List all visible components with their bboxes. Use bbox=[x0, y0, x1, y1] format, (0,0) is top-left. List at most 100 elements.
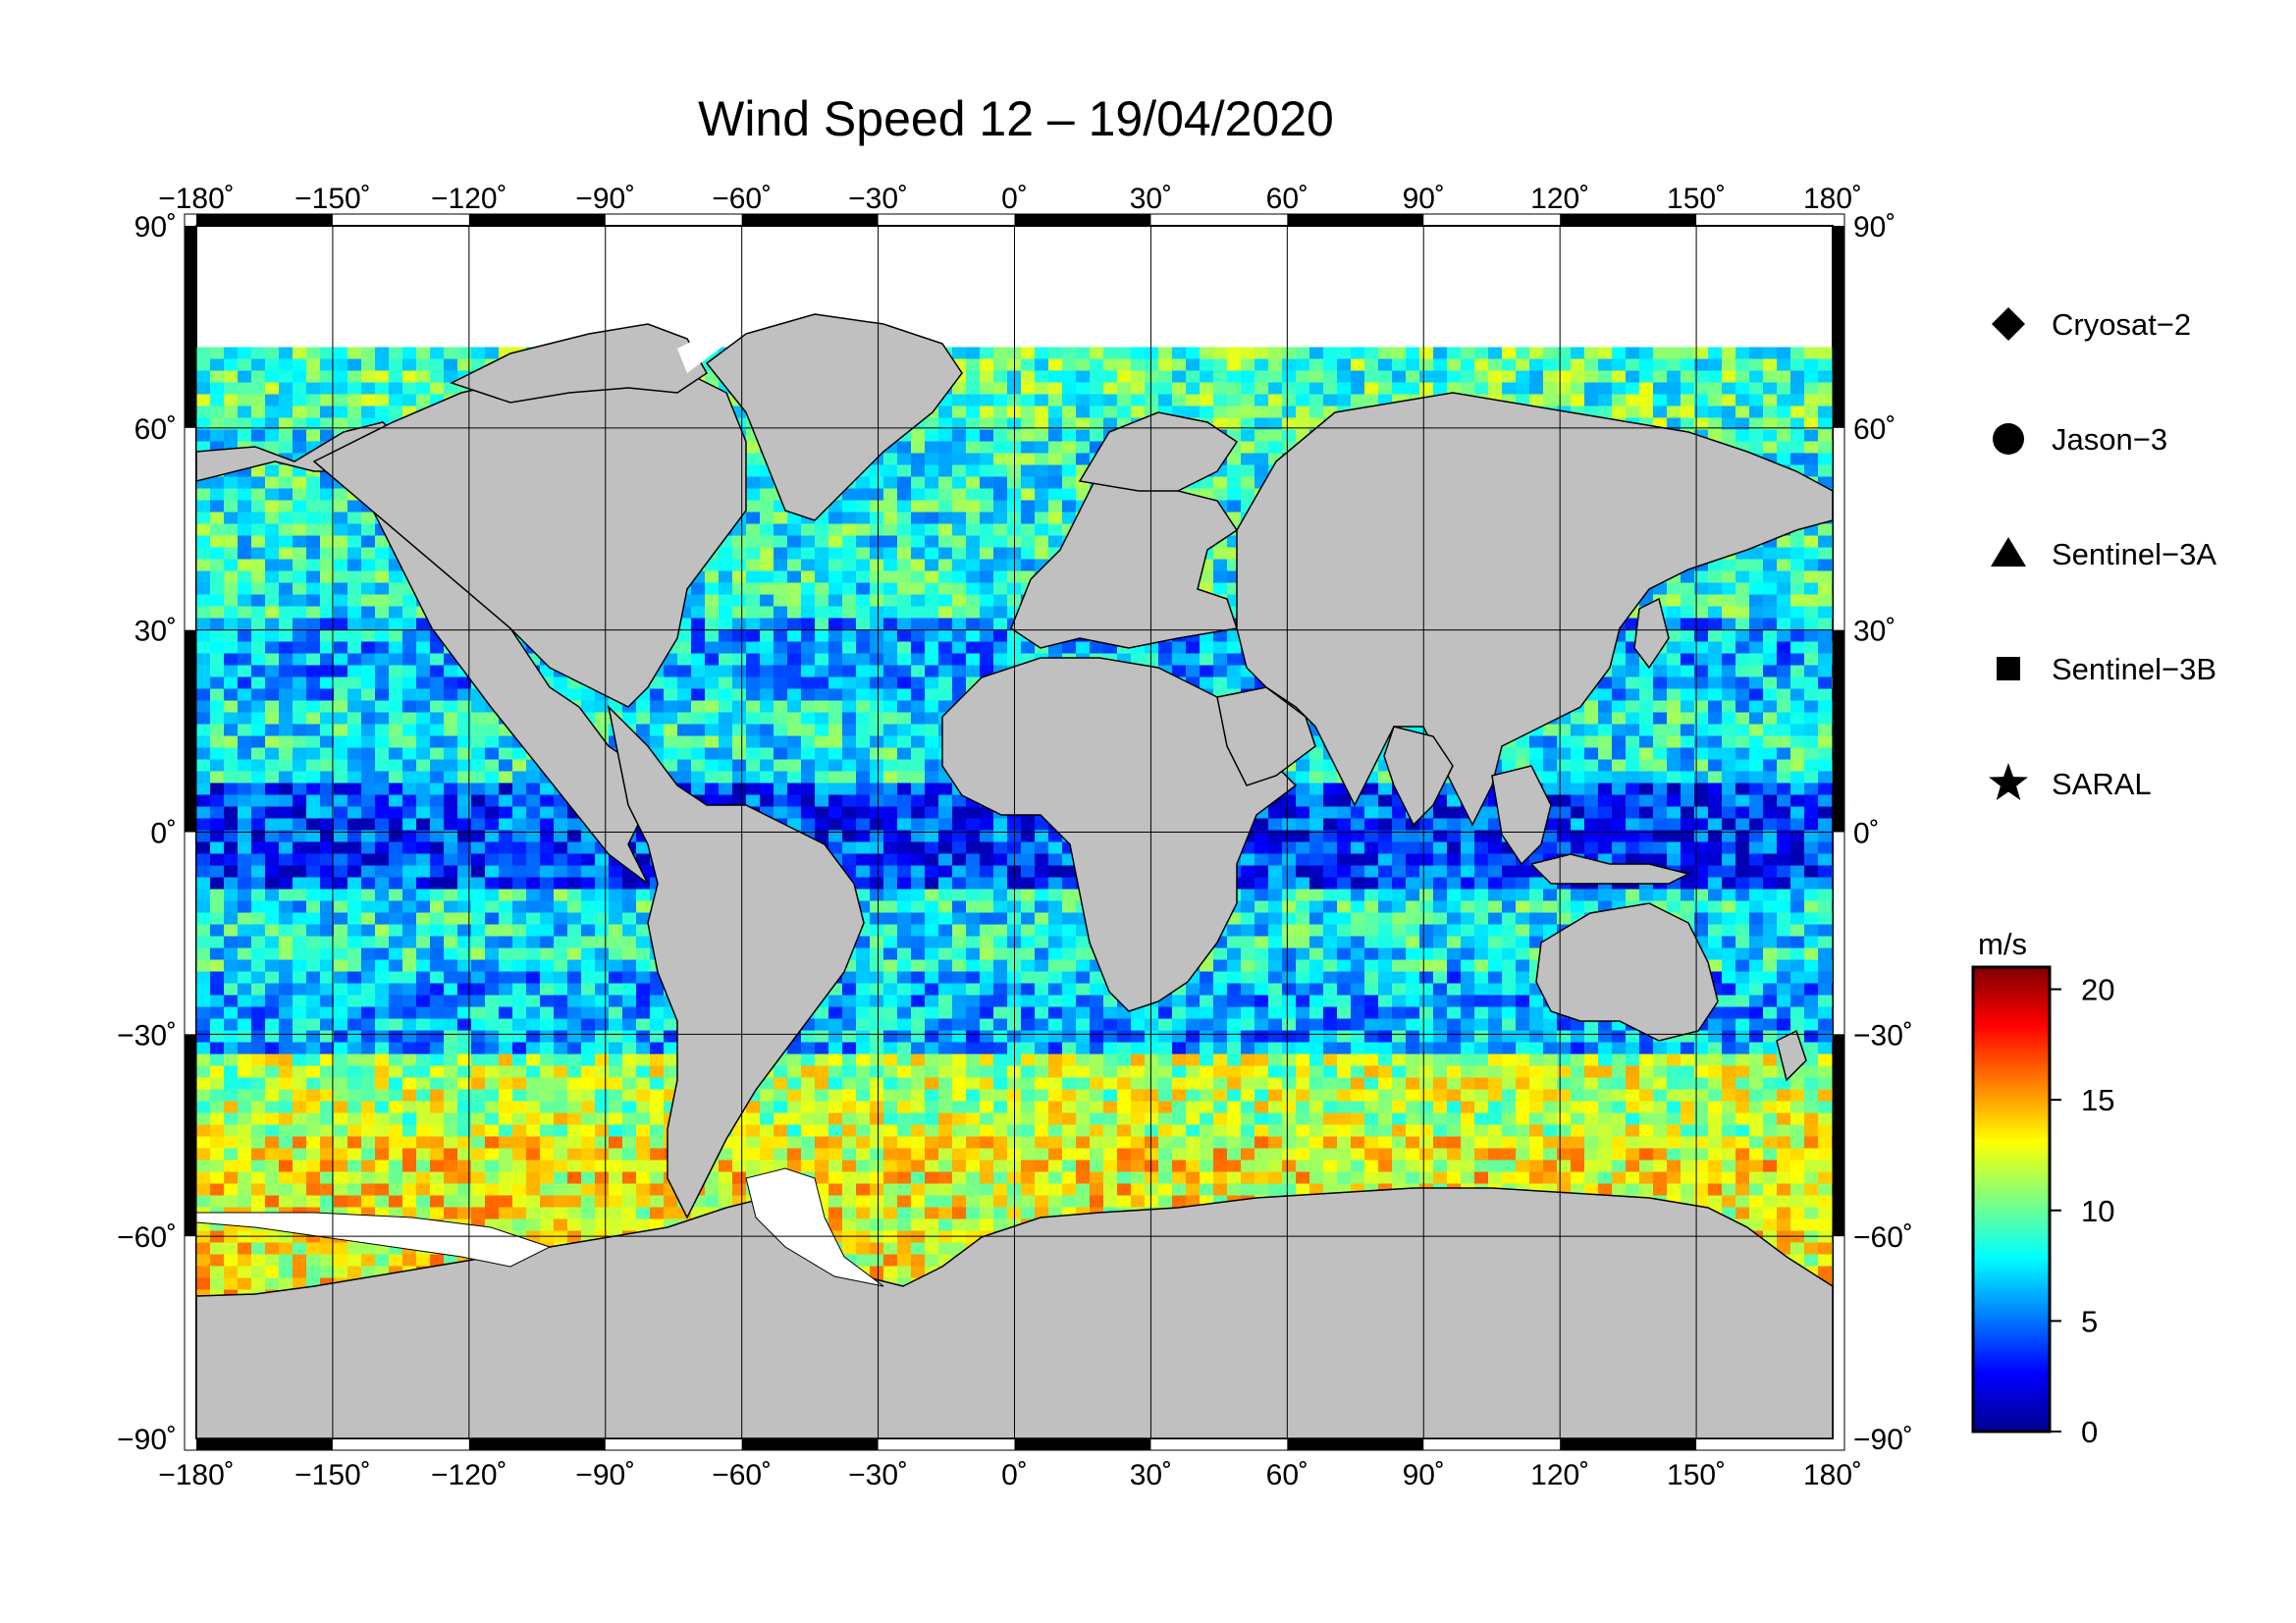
wind-cell bbox=[883, 830, 898, 842]
wind-cell bbox=[856, 783, 871, 795]
wind-cell bbox=[774, 547, 788, 560]
wind-cell bbox=[1474, 370, 1489, 383]
wind-cell bbox=[1035, 500, 1049, 513]
wind-cell bbox=[719, 735, 733, 748]
wind-cell bbox=[1790, 453, 1805, 465]
wind-cell bbox=[471, 818, 486, 831]
wind-cell bbox=[1749, 606, 1764, 619]
wind-cell bbox=[870, 559, 884, 571]
wind-cell bbox=[1708, 771, 1723, 784]
wind-cell bbox=[251, 653, 266, 666]
wind-cell bbox=[746, 724, 761, 736]
wind-cell bbox=[471, 783, 486, 795]
wind-cell bbox=[416, 724, 431, 736]
wind-cell bbox=[251, 512, 266, 524]
wind-cell bbox=[883, 523, 898, 536]
wind-cell bbox=[801, 582, 816, 595]
wind-cell bbox=[1818, 688, 1833, 701]
wind-cell bbox=[760, 641, 774, 654]
wind-cell bbox=[196, 523, 211, 536]
wind-cell bbox=[1378, 382, 1393, 395]
wind-cell bbox=[1722, 594, 1736, 607]
wind-cell bbox=[1832, 559, 1833, 571]
wind-cell bbox=[581, 688, 596, 701]
wind-cell bbox=[1763, 806, 1778, 819]
wind-cell bbox=[306, 594, 321, 607]
wind-cell bbox=[664, 700, 678, 713]
wind-cell bbox=[540, 818, 555, 831]
wind-cell bbox=[265, 547, 280, 560]
wind-cell bbox=[1419, 370, 1434, 383]
wind-cell bbox=[938, 806, 953, 819]
wind-cell bbox=[1667, 783, 1682, 795]
wind-cell bbox=[375, 771, 390, 784]
wind-cell bbox=[361, 618, 376, 630]
wind-cell bbox=[691, 688, 706, 701]
wind-cell bbox=[1323, 783, 1338, 795]
wind-cell bbox=[1048, 370, 1063, 383]
wind-cell bbox=[238, 382, 252, 395]
wind-cell bbox=[293, 394, 307, 406]
wind-cell bbox=[389, 794, 403, 807]
wind-cell bbox=[196, 759, 211, 772]
wind-cell bbox=[774, 771, 788, 784]
wind-cell bbox=[1364, 370, 1379, 383]
wind-cell bbox=[293, 594, 307, 607]
wind-cell bbox=[952, 417, 967, 430]
wind-cell bbox=[1818, 653, 1833, 666]
wind-cell bbox=[375, 570, 390, 583]
wind-cell bbox=[540, 794, 555, 807]
wind-cell bbox=[251, 735, 266, 748]
wind-cell bbox=[677, 641, 692, 654]
wind-cell bbox=[746, 618, 761, 630]
wind-cell bbox=[293, 806, 307, 819]
wind-cell bbox=[801, 735, 816, 748]
wind-cell bbox=[1309, 783, 1324, 795]
wind-cell bbox=[265, 700, 280, 713]
wind-cell bbox=[430, 806, 445, 819]
wind-cell bbox=[980, 382, 994, 395]
wind-cell bbox=[347, 358, 362, 371]
wind-cell bbox=[1653, 688, 1668, 701]
wind-cell bbox=[1117, 406, 1132, 418]
wind-cell bbox=[1749, 629, 1764, 642]
wind-cell bbox=[444, 818, 458, 831]
wind-cell bbox=[1598, 724, 1613, 736]
wind-cell bbox=[1035, 358, 1049, 371]
wind-cell bbox=[1076, 347, 1091, 359]
wind-cell bbox=[1213, 641, 1228, 654]
wind-cell bbox=[664, 735, 678, 748]
wind-cell bbox=[1021, 512, 1036, 524]
wind-cell bbox=[334, 653, 348, 666]
wind-cell bbox=[1241, 464, 1255, 477]
wind-cell bbox=[1584, 771, 1599, 784]
wind-cell bbox=[993, 464, 1008, 477]
wind-cell bbox=[1021, 830, 1036, 842]
wind-cell bbox=[375, 830, 390, 842]
wind-cell bbox=[224, 806, 239, 819]
wind-cell bbox=[320, 476, 335, 489]
wind-cell bbox=[320, 771, 335, 784]
wind-cell bbox=[1364, 347, 1379, 359]
wind-cell bbox=[347, 523, 362, 536]
wind-cell bbox=[1804, 347, 1819, 359]
wind-cell bbox=[1667, 406, 1682, 418]
wind-cell bbox=[1735, 653, 1750, 666]
wind-cell bbox=[856, 523, 871, 536]
wind-cell bbox=[293, 641, 307, 654]
wind-cell bbox=[251, 618, 266, 630]
wind-cell bbox=[1062, 641, 1077, 654]
wind-cell bbox=[1172, 358, 1187, 371]
wind-cell bbox=[993, 347, 1008, 359]
wind-cell bbox=[1268, 441, 1283, 454]
wind-cell bbox=[402, 818, 417, 831]
wind-cell bbox=[1392, 382, 1407, 395]
wind-cell bbox=[416, 641, 431, 654]
wind-cell bbox=[883, 535, 898, 548]
wind-cell bbox=[842, 594, 857, 607]
wind-cell bbox=[347, 747, 362, 760]
wind-cell bbox=[389, 629, 403, 642]
wind-cell bbox=[347, 806, 362, 819]
wind-cell bbox=[938, 453, 953, 465]
wind-cell bbox=[306, 358, 321, 371]
